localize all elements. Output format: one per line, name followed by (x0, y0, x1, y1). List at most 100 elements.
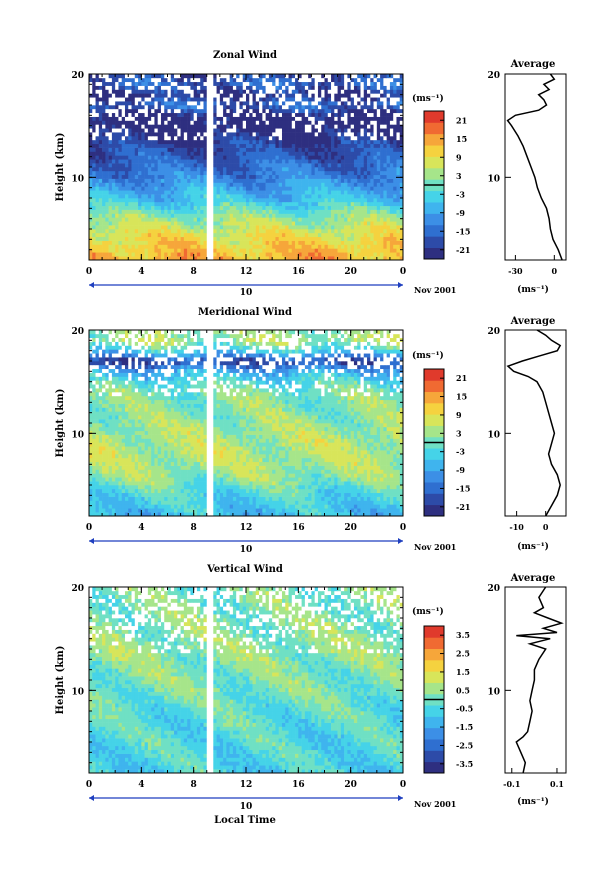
heatmap-cell (353, 105, 358, 110)
heatmap-cell (210, 186, 214, 191)
heatmap-cell (337, 198, 342, 203)
heatmap-cell (167, 508, 172, 513)
heatmap-cell (170, 89, 175, 94)
heatmap-cell (350, 132, 355, 137)
heatmap-cell (226, 124, 230, 129)
heatmap-cell (249, 229, 253, 234)
heatmap-cell (102, 186, 106, 191)
heatmap-cell (281, 248, 286, 253)
heatmap-cell (128, 198, 132, 203)
heatmap-cell (138, 81, 142, 86)
heatmap-cell (170, 248, 175, 253)
heatmap-cell (304, 105, 309, 110)
heatmap-cell (389, 229, 394, 234)
heatmap-cell (246, 256, 250, 261)
heatmap-cell (337, 101, 342, 106)
heatmap-cell (321, 205, 325, 210)
heatmap-cell (301, 232, 306, 238)
heatmap-cell (308, 120, 312, 125)
heatmap-cell (268, 229, 273, 234)
heatmap-cell (108, 128, 113, 133)
heatmap-cell (288, 217, 293, 222)
heatmap-cell (138, 159, 142, 164)
heatmap-cell (196, 74, 201, 79)
heatmap-cell (357, 151, 361, 156)
panel-meridional-wind: Meridional Wind Height (km) 0 4 8 12 16 20 0 1… (55, 307, 567, 555)
heatmap-cell (196, 508, 201, 513)
heatmap-cell (239, 77, 244, 83)
heatmap-cell (288, 194, 293, 199)
heatmap-cell (131, 120, 136, 125)
heatmap-cell (262, 229, 266, 234)
heatmap-cell (210, 190, 214, 195)
heatmap-cell (157, 128, 162, 133)
heatmap-cell (278, 201, 283, 207)
heatmap-cell (210, 178, 214, 183)
heatmap-cell (236, 209, 240, 214)
heatmap-cell (92, 93, 96, 98)
heatmap-cell (259, 132, 263, 137)
heatmap-cell (291, 97, 296, 102)
heatmap-cell (288, 252, 293, 257)
heatmap-cell (226, 136, 230, 141)
heatmap-cell (154, 217, 158, 222)
heatmap-cell (393, 108, 397, 114)
heatmap-cell (174, 512, 178, 517)
heatmap-cell (340, 136, 345, 141)
heatmap-cell (268, 101, 273, 106)
heatmap-cell (249, 132, 253, 137)
heatmap-cell (246, 232, 250, 238)
heatmap-cell (151, 105, 155, 110)
heatmap-cell (210, 108, 214, 114)
heatmap-cell (314, 256, 319, 261)
heatmap-cell (216, 244, 221, 249)
heatmap-cell (242, 252, 247, 257)
heatmap-cell (353, 112, 358, 117)
heatmap-cell (252, 229, 257, 234)
heatmap-cell (141, 89, 145, 94)
heatmap-cell (131, 89, 136, 94)
heatmap-cell (383, 120, 387, 125)
heatmap-cell (138, 201, 142, 207)
heatmap-cell (291, 124, 296, 129)
heatmap-cell (131, 128, 136, 133)
heatmap-cell (128, 194, 132, 199)
heatmap-cell (360, 85, 365, 90)
heatmap-cell (128, 167, 132, 172)
heatmap-cell (252, 147, 257, 152)
heatmap-cell (340, 201, 345, 207)
heatmap-cell (102, 244, 106, 249)
heatmap-cell (262, 178, 266, 183)
heatmap-cell (281, 159, 286, 164)
heatmap-cell (334, 221, 338, 226)
heatmap-cell (252, 89, 257, 94)
heatmap-cell (331, 136, 335, 141)
heatmap-cell (151, 155, 155, 160)
heatmap-cell (275, 112, 280, 117)
heatmap-cell (265, 77, 270, 83)
heatmap-cell (193, 217, 198, 222)
heatmap-cell (389, 194, 394, 199)
heatmap-cell (357, 167, 361, 172)
heatmap-cell (105, 112, 109, 117)
heatmap-cell (180, 194, 185, 199)
heatmap-cell (396, 232, 401, 238)
heatmap-cell (98, 225, 103, 230)
heatmap-cell (275, 170, 280, 176)
heatmap-cell (124, 236, 129, 241)
heatmap-cell (255, 89, 260, 94)
heatmap-cell (167, 178, 172, 183)
heatmap-cell (131, 201, 136, 207)
heatmap-cell (160, 132, 165, 137)
heatmap-cell (278, 143, 283, 148)
heatmap-cell (95, 155, 100, 160)
heatmap-cell (229, 217, 234, 222)
heatmap-cell (200, 194, 204, 199)
heatmap-cell (272, 236, 276, 241)
heatmap-cell (115, 89, 119, 94)
heatmap-cell (272, 105, 276, 110)
heatmap-cell (223, 174, 227, 179)
heatmap-cell (278, 112, 283, 117)
heatmap-cell (337, 248, 342, 253)
heatmap-cell (219, 116, 224, 121)
